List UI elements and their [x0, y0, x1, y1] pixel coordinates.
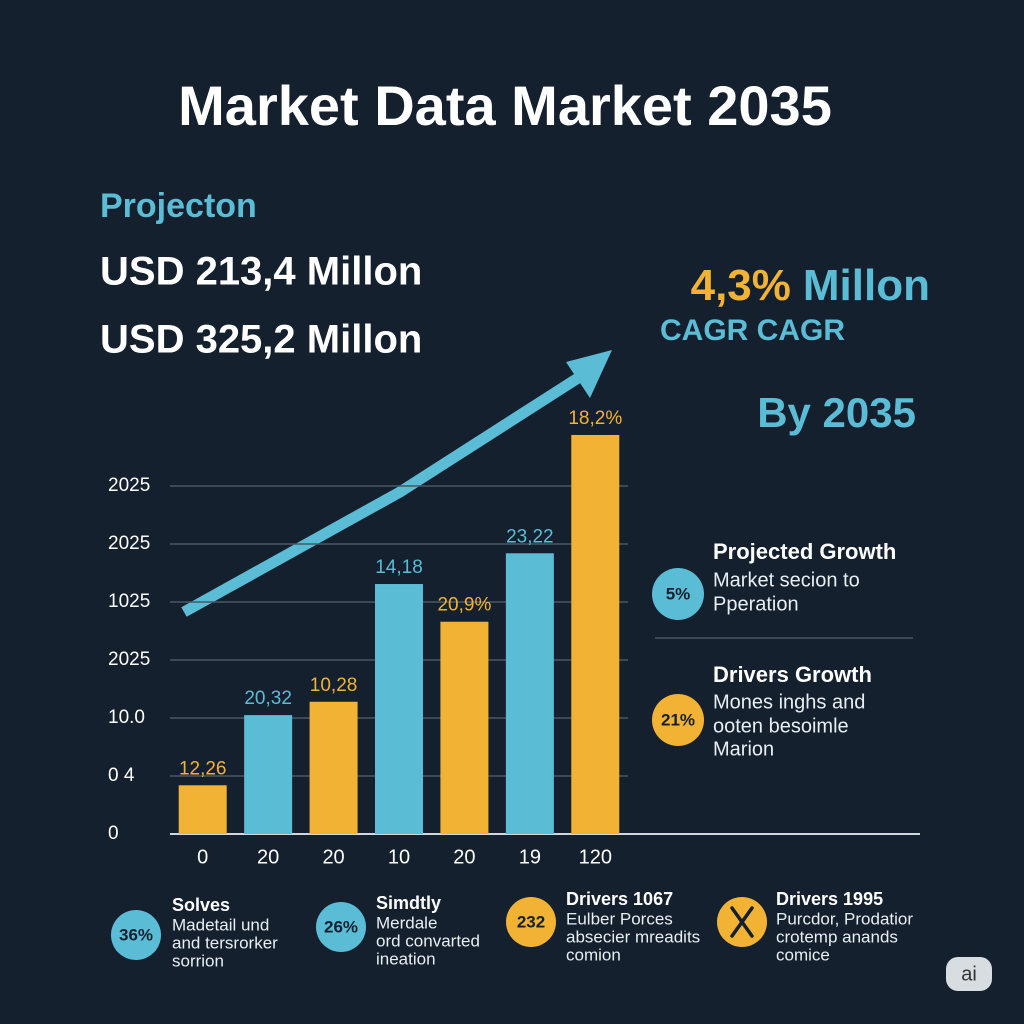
- bar: [505, 553, 554, 834]
- bottom-text: ineation: [376, 949, 436, 968]
- projection-label: Projecton: [100, 187, 257, 225]
- bottom-text: and tersrorker: [172, 933, 278, 952]
- x-tick-label: 20: [257, 846, 279, 868]
- arrow-head: [566, 350, 612, 398]
- bottom-text: ord convarted: [376, 931, 480, 950]
- bottom-item: Drivers 1995 Purcdor, Prodatior crotemp …: [717, 889, 913, 964]
- cagr-label: CAGR CAGR: [660, 314, 845, 347]
- bottom-title: Solves: [172, 895, 230, 915]
- chart: 0 0 4 10.0 2025 1025 2025 2025 0 12,26 20 20,32 20 1…: [108, 408, 920, 868]
- bottom-text: comion: [566, 945, 621, 964]
- y-tick-label: 1025: [108, 591, 150, 612]
- badge: [506, 897, 556, 947]
- y-tick-label: 2025: [108, 475, 150, 496]
- badge-text: 5%: [666, 584, 691, 603]
- x-tick-label: 10: [388, 846, 410, 868]
- bottom-text: Merdale: [376, 913, 437, 932]
- badge: [316, 902, 366, 952]
- bottom-title: Drivers 1995: [776, 889, 883, 909]
- badge: [652, 568, 704, 620]
- cagr-by: By 2035: [757, 389, 916, 436]
- bar: [244, 715, 293, 834]
- bottom-title: Drivers 1067: [566, 889, 673, 909]
- side-item: 21% Drivers Growth Mones inghs and ooten…: [652, 662, 872, 760]
- x-tick-label: 19: [519, 846, 541, 868]
- bottom-text: sorrion: [172, 951, 224, 970]
- corner-badge: [946, 957, 992, 991]
- bar: [375, 584, 423, 834]
- bottom-item: 26% Simdtly Merdale ord convarted ineati…: [316, 893, 480, 968]
- badge: [111, 910, 161, 960]
- bottom-title: Simdtly: [376, 893, 441, 913]
- projection-line: USD 213,4 Millon: [100, 250, 422, 294]
- bottom-text: Madetail und: [172, 915, 269, 934]
- badge-icon: [730, 906, 754, 938]
- bottom-text: crotemp anands: [776, 927, 898, 946]
- side-text: ooten besoimle: [713, 715, 849, 737]
- value-label: 14,18: [375, 557, 423, 578]
- x-tick-label: 0: [197, 846, 208, 868]
- bottom-item: 232 Drivers 1067 Eulber Porces absecier …: [506, 889, 700, 964]
- value-label: 18,2%: [568, 408, 622, 429]
- projection-line: USD 325,2 Millon: [100, 318, 422, 362]
- value-label: 20,9%: [437, 595, 491, 616]
- arrow-line: [181, 373, 581, 617]
- bottom-text: comice: [776, 945, 830, 964]
- value-label: 20,32: [244, 688, 292, 709]
- side-item: 5% Projected Growth Market secion to Ppe…: [652, 539, 896, 620]
- side-text: Marion: [713, 738, 774, 760]
- bar: [440, 621, 489, 834]
- cagr-value: 4,3%: [691, 261, 791, 310]
- badge: [652, 694, 704, 746]
- badge-text: 36%: [119, 925, 153, 944]
- badge-text: 26%: [324, 917, 358, 936]
- bottom-item: 36% Solves Madetail und and tersrorker s…: [111, 895, 278, 970]
- bottom-text: absecier mreadits: [566, 927, 700, 946]
- x-tick-label: 20: [322, 846, 344, 868]
- trend-arrow: [181, 350, 612, 617]
- y-tick-label: 2025: [108, 533, 150, 554]
- side-title: Projected Growth: [713, 539, 896, 564]
- side-text: Mones inghs and: [713, 691, 865, 713]
- y-tick-label: 0: [108, 823, 119, 844]
- corner-badge-text: ai: [961, 963, 977, 985]
- cagr-headline: 4,3% Millon: [691, 261, 930, 310]
- side-title: Drivers Growth: [713, 662, 872, 687]
- y-tick-label: 10.0: [108, 707, 145, 728]
- bottom-text: Eulber Porces: [566, 909, 673, 928]
- value-label: 23,22: [506, 526, 554, 547]
- side-text: Pperation: [713, 593, 799, 615]
- badge-text: 21%: [661, 710, 695, 729]
- cagr-unit: Millon: [803, 261, 930, 310]
- title: Market Data Market 2035: [178, 74, 832, 137]
- value-label: 12,26: [179, 758, 227, 779]
- badge-text: 232: [517, 912, 545, 931]
- x-tick-label: 120: [579, 846, 612, 868]
- y-tick-label: 0 4: [108, 765, 135, 786]
- bar: [309, 701, 358, 834]
- x-tick-label: 20: [453, 846, 475, 868]
- bottom-text: Purcdor, Prodatior: [776, 909, 913, 928]
- bar: [178, 785, 227, 834]
- bar: [571, 434, 620, 834]
- side-text: Market secion to: [713, 569, 860, 591]
- y-tick-label: 2025: [108, 649, 150, 670]
- value-label: 10,28: [310, 675, 358, 696]
